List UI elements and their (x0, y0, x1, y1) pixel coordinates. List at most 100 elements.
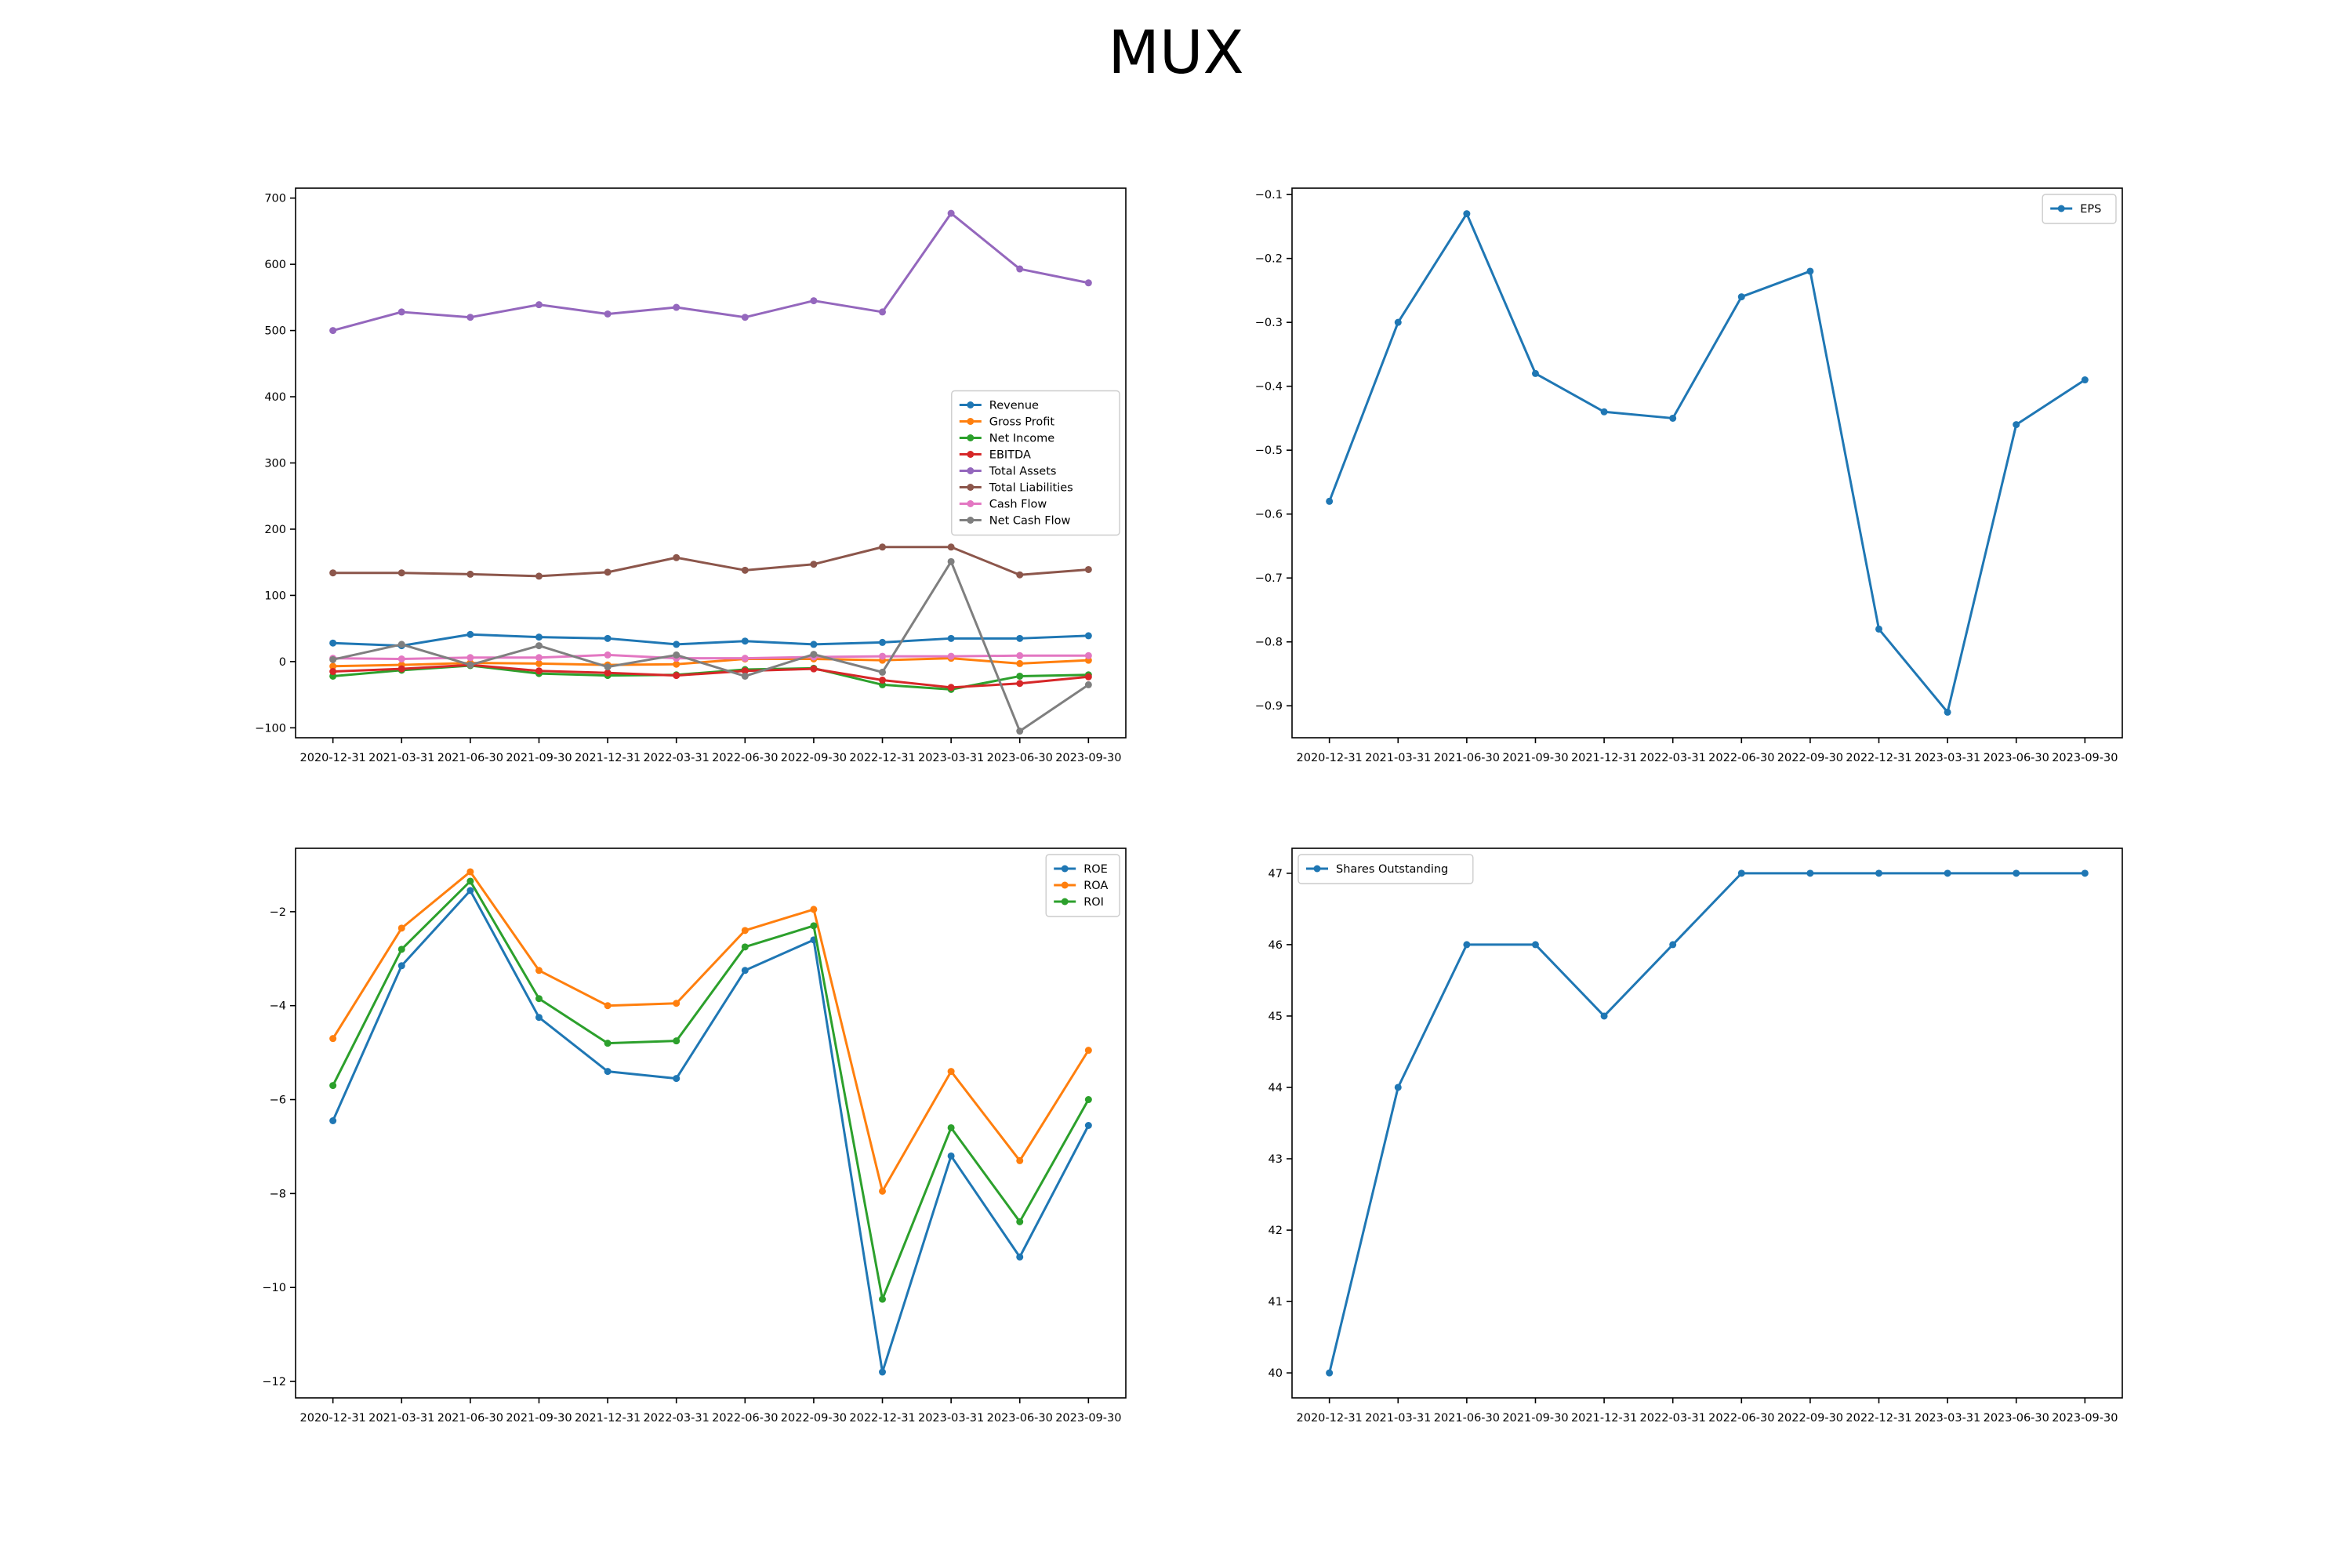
series-line (332, 212, 1089, 332)
data-point (1016, 728, 1024, 735)
series-line (332, 546, 1089, 578)
data-point (604, 634, 612, 642)
data-point (1084, 279, 1092, 287)
data-point (1084, 565, 1092, 573)
data-point (810, 297, 818, 305)
data-point (466, 887, 474, 895)
y-tick-label: −4 (270, 1000, 286, 1013)
data-point (2013, 869, 2020, 877)
y-tick-label: −100 (255, 722, 286, 735)
y-tick-label: −2 (270, 906, 286, 919)
data-point (810, 651, 818, 659)
y-tick-label: 44 (1269, 1082, 1283, 1094)
y-tick-label: 46 (1269, 939, 1283, 952)
data-point (397, 665, 405, 673)
series-line (332, 880, 1090, 1301)
data-point (741, 667, 749, 675)
series-line (332, 657, 1089, 668)
data-point (329, 1117, 337, 1125)
axes-frame (1291, 848, 2123, 1399)
data-point (1016, 652, 1024, 659)
data-point (1016, 680, 1024, 688)
data-point (397, 924, 405, 932)
legend-label: ROA (1083, 880, 1108, 892)
x-tick-label: 2021-03-31 (1365, 752, 1431, 764)
data-point (1806, 267, 1814, 275)
data-point (879, 638, 887, 646)
data-point (741, 637, 749, 645)
x-tick-label: 2021-03-31 (368, 1412, 434, 1425)
data-point (673, 1075, 681, 1083)
y-tick-label: 700 (264, 193, 286, 205)
series-line (332, 889, 1090, 1374)
x-tick-label: 2021-06-30 (1434, 1412, 1500, 1425)
x-tick-label: 2023-06-30 (1984, 752, 2049, 764)
x-tick-label: 2023-06-30 (987, 1412, 1053, 1425)
data-point (397, 308, 405, 316)
data-point (879, 308, 887, 316)
data-point (604, 669, 612, 677)
legend-box (1298, 854, 1474, 884)
x-tick-label: 2022-03-31 (644, 1412, 710, 1425)
data-point (535, 967, 543, 975)
data-point (1016, 1156, 1024, 1164)
data-point (1463, 210, 1471, 218)
data-point (329, 1082, 337, 1090)
y-tick-label: 41 (1269, 1296, 1283, 1308)
y-tick-label: 200 (264, 524, 286, 536)
x-tick-label: 2023-03-31 (1915, 1412, 1980, 1425)
y-tick-label: −0.7 (1255, 572, 1283, 585)
legend-label: EBITDA (989, 449, 1031, 462)
data-point (1875, 869, 1883, 877)
data-point (673, 651, 681, 659)
y-tick-label: 40 (1269, 1367, 1283, 1380)
data-point (741, 927, 749, 935)
x-tick-label: 2023-09-30 (1055, 1412, 1121, 1425)
data-point (1600, 1012, 1608, 1020)
data-point (2081, 869, 2089, 877)
x-tick-label: 2020-12-31 (1297, 1412, 1363, 1425)
legend-marker (967, 484, 975, 491)
data-point (604, 651, 612, 659)
y-tick-label: −0.1 (1255, 189, 1283, 201)
data-point (1016, 571, 1024, 579)
data-point (329, 662, 337, 670)
data-point (1531, 941, 1539, 949)
data-point (535, 1014, 543, 1022)
data-point (673, 641, 681, 648)
data-point (466, 877, 474, 885)
legend-label: Net Cash Flow (989, 515, 1071, 528)
x-tick-label: 2022-06-30 (1708, 752, 1774, 764)
y-tick-label: 43 (1269, 1153, 1283, 1166)
x-tick-label: 2021-12-31 (1571, 752, 1637, 764)
legend-marker (967, 517, 975, 524)
data-point (741, 566, 749, 574)
data-point (947, 209, 955, 217)
x-tick-label: 2021-09-30 (506, 1412, 572, 1425)
data-point (466, 868, 474, 876)
data-point (466, 630, 474, 638)
y-tick-label: −0.4 (1255, 381, 1283, 394)
legend-box (951, 390, 1120, 536)
data-point (673, 1037, 681, 1045)
data-point (1084, 681, 1092, 688)
x-tick-label: 2021-03-31 (368, 752, 434, 764)
data-point (673, 660, 681, 668)
data-point (1084, 1047, 1092, 1054)
data-point (535, 659, 543, 667)
data-point (1084, 632, 1092, 640)
x-tick-label: 2021-09-30 (1502, 1412, 1568, 1425)
data-point (879, 668, 887, 676)
data-point (1016, 265, 1024, 273)
y-tick-label: 400 (264, 391, 286, 404)
data-point (535, 572, 543, 580)
data-point (1016, 634, 1024, 642)
x-tick-label: 2021-03-31 (1365, 1412, 1431, 1425)
data-point (2013, 421, 2020, 429)
data-point (879, 1187, 887, 1195)
x-tick-label: 2023-03-31 (1915, 752, 1980, 764)
y-tick-label: 47 (1269, 868, 1283, 880)
legend-label: EPS (2080, 203, 2101, 216)
data-point (329, 1035, 337, 1043)
data-point (947, 543, 955, 551)
